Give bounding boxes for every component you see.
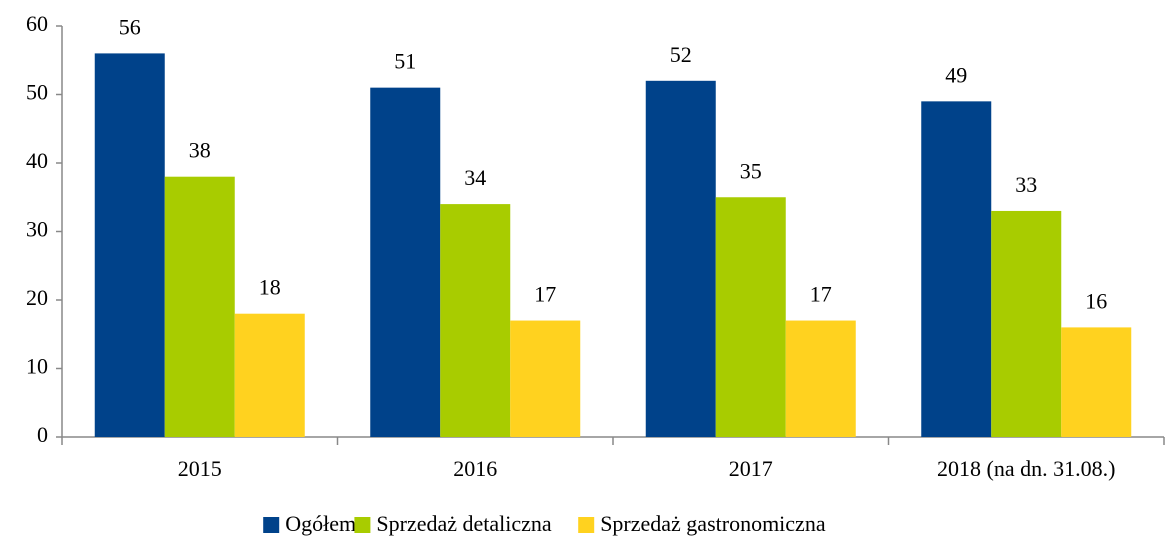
x-tick-label: 2018 (na dn. 31.08.) bbox=[937, 456, 1115, 481]
bar bbox=[234, 313, 305, 437]
bar bbox=[370, 87, 441, 438]
legend-swatch bbox=[354, 517, 371, 533]
data-label: 17 bbox=[810, 282, 832, 307]
data-label: 35 bbox=[740, 158, 762, 183]
bar bbox=[510, 320, 581, 437]
y-tick-label: 50 bbox=[26, 80, 48, 105]
y-tick-label: 60 bbox=[26, 11, 48, 36]
x-tick-label: 2015 bbox=[178, 456, 222, 481]
legend-swatch bbox=[578, 517, 595, 533]
x-tick-label: 2016 bbox=[453, 456, 497, 481]
legend-label: Sprzedaż gastronomiczna bbox=[600, 511, 826, 536]
data-label: 17 bbox=[534, 282, 556, 307]
bar bbox=[991, 210, 1062, 437]
bar bbox=[440, 204, 511, 437]
data-label: 34 bbox=[464, 165, 486, 190]
data-label: 51 bbox=[394, 49, 416, 74]
y-tick-label: 30 bbox=[26, 217, 48, 242]
bar bbox=[921, 101, 992, 437]
data-label: 38 bbox=[189, 138, 211, 163]
data-label: 52 bbox=[670, 42, 692, 67]
bar bbox=[164, 176, 235, 437]
bar bbox=[94, 53, 165, 438]
bar bbox=[715, 197, 786, 437]
y-tick-label: 40 bbox=[26, 148, 48, 173]
legend-swatch bbox=[263, 517, 280, 533]
y-tick-label: 0 bbox=[37, 422, 48, 447]
data-label: 56 bbox=[119, 14, 141, 39]
y-tick-label: 20 bbox=[26, 285, 48, 310]
data-label: 18 bbox=[259, 275, 281, 300]
legend-label: Sprzedaż detaliczna bbox=[376, 511, 552, 536]
bar bbox=[785, 320, 856, 437]
legend-label: Ogółem bbox=[285, 511, 356, 536]
data-label: 33 bbox=[1015, 172, 1037, 197]
bar bbox=[1061, 327, 1132, 437]
bar bbox=[645, 80, 716, 438]
data-label: 16 bbox=[1085, 288, 1107, 313]
x-tick-label: 2017 bbox=[729, 456, 773, 481]
data-label: 49 bbox=[945, 62, 967, 87]
y-tick-label: 10 bbox=[26, 354, 48, 379]
